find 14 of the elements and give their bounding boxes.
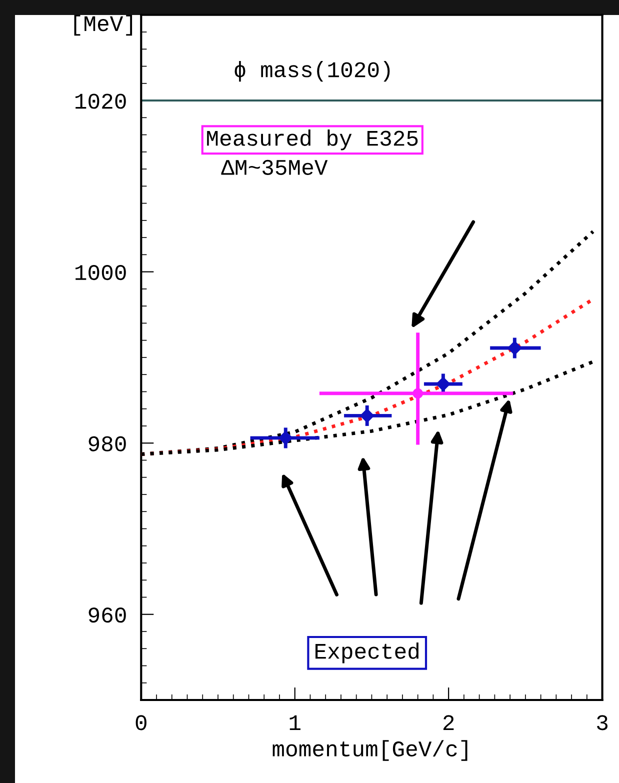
y-tick-label: 1000 (76, 264, 126, 280)
y-tick-label: 1020 (76, 94, 126, 109)
y-tick-label: 960 (88, 608, 126, 623)
y-axis-title: [MeV] (74, 14, 132, 36)
x-tick-label: 2 (443, 715, 454, 730)
x-tick-label: 1 (290, 715, 300, 730)
x-axis-title: momentum[GeV/c] (272, 740, 468, 761)
y-tick-label: 980 (88, 436, 126, 452)
annotation: ΔM~35MeV (221, 160, 328, 175)
x-tick-label: 0 (136, 715, 146, 730)
ref-line-label: ϕ mass(1020) (234, 60, 390, 82)
x-tick-label: 3 (597, 715, 608, 730)
annotation: Measured by E325 (207, 130, 418, 150)
annotation: Expected (316, 642, 418, 664)
